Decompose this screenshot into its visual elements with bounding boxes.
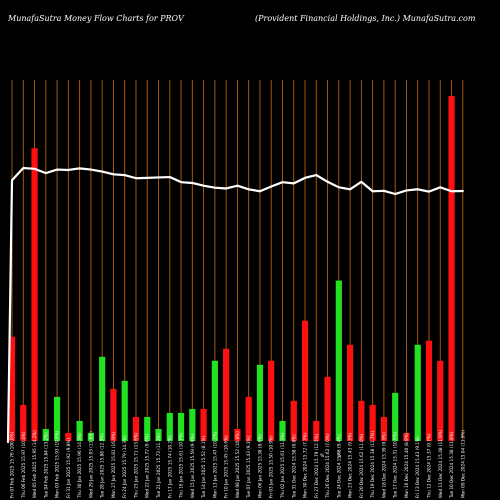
x-tick-label: Mon 06 Jan 2025 15.38 (8.6%)	[257, 434, 262, 498]
money-flow-bar	[369, 404, 376, 441]
x-tick-label: Mon 03 Feb 2025 15.93 (19.6%)	[55, 430, 60, 498]
annotation-percent-1: %	[320, 453, 325, 459]
money-flow-bar	[42, 428, 49, 441]
x-tick-label: Tue 14 Jan 2025 15.52 (8.1%)	[201, 435, 206, 499]
money-flow-bar	[223, 348, 230, 441]
money-flow-bar	[414, 344, 421, 441]
money-flow-bar	[177, 412, 185, 441]
x-tick-label: Fri 24 Jan 2025 15.79 (14.3%)	[122, 435, 127, 498]
money-flow-bar	[31, 148, 38, 441]
money-flow-bar	[144, 416, 151, 441]
x-tick-label: Wed 11 Dec 2024 15.48 (11.9%)	[438, 429, 443, 498]
money-flow-bar	[279, 420, 286, 441]
x-axis-labels: Fri 07 Feb 2025 15.76 (100.0%) Thu 06 Feb…	[10, 429, 466, 499]
x-tick-label: Fri 07 Feb 2025 15.76 (100.0%)	[10, 431, 15, 498]
x-tick-label: Tue 07 Jan 2025 15.43 (9.3%)	[246, 435, 251, 499]
x-tick-label: Tue 04 Feb 2025 15.84 (13.2%)	[43, 432, 48, 499]
x-tick-label: Fri 10 Jan 2025 15.45 (10.6%)	[224, 435, 229, 498]
money-flow-bar	[155, 428, 162, 441]
x-tick-label: Fri 13 Dec 2024 15.43 (9.1%)	[415, 436, 420, 498]
money-flow-bar	[234, 428, 241, 441]
x-tick-label: Tue 10 Dec 2024 15.38 (11.8%)	[449, 431, 454, 499]
chart-title: MunafaSutra Money Flow Charts for PROV	[7, 14, 185, 23]
x-tick-label: Wed 05 Feb 2025 15.95 (14.2%)	[32, 430, 37, 498]
x-tick-label: Thu 26 Dec 2024 15.62 (7.0%)	[325, 433, 330, 499]
money-flow-bar	[211, 360, 218, 441]
money-flow-bar	[166, 412, 173, 441]
x-tick-label: Tue 28 Jan 2025 15.88 (12.3%)	[100, 433, 105, 499]
x-tick-label: Tue 17 Dec 2024 15.31 (10.6%)	[393, 431, 398, 499]
money-flow-bar	[347, 344, 354, 441]
money-flow-bar	[425, 340, 433, 441]
x-tick-label: Thu 30 Jan 2025 15.96 (14.3%)	[77, 432, 82, 499]
money-flow-bar	[189, 408, 196, 441]
x-tick-label: Mon 13 Jan 2025 15.47 (10.2%)	[212, 431, 217, 498]
x-tick-label: Fri 03 Jan 2025 15.50 (10.9%)	[269, 435, 274, 498]
money-flow-bar	[76, 420, 83, 441]
money-flow-bar	[99, 356, 106, 441]
x-tick-label: Tue 24 Dec 2024 15.48 (9.4%)	[336, 434, 341, 499]
x-tick-label: Wed 08 Jan 2025 15.52 (10.8%)	[235, 431, 240, 498]
money-flow-bars	[8, 96, 455, 442]
money-flow-bar	[313, 420, 320, 441]
money-flow-bar	[20, 404, 27, 441]
x-tick-label: Mon 23 Dec 2024 15.43 (9.3%)	[348, 432, 353, 498]
money-flow-bar	[200, 408, 207, 441]
gridlines	[11, 80, 464, 441]
money-flow-bar	[380, 416, 388, 441]
x-tick-label: Fri 20 Dec 2024 15.62 (11.0%)	[359, 433, 364, 498]
x-tick-label: Fri 27 Dec 2024 15.79 (12.5%)	[314, 433, 319, 498]
money-flow-bar	[403, 432, 410, 441]
money-flow-bar	[110, 388, 117, 441]
x-tick-label: Thu 23 Jan 2025 15.71 (13.6%)	[133, 432, 138, 499]
money-flow-bar	[437, 360, 444, 441]
x-tick-label: Thu 19 Dec 2024 15.38 (11.7%)	[370, 430, 375, 499]
money-flow-bar	[256, 364, 264, 441]
x-tick-label: Thu 02 Jan 2025 15.61 (11.3%)	[280, 432, 285, 499]
chart-source: (Provident Financial Holdings, Inc.) Mun…	[255, 14, 476, 23]
money-flow-bar	[87, 432, 94, 441]
money-flow-bar	[132, 416, 140, 441]
money-flow-bar	[121, 380, 128, 441]
x-tick-label: Thu 16 Jan 2025 15.61 (10.7%)	[179, 432, 184, 499]
money-flow-bar	[335, 280, 342, 441]
annotation-percent-2: %	[337, 453, 342, 459]
price-line	[6, 166, 464, 444]
x-tick-label: Wed 29 Jan 2025 15.93 (13.6%)	[88, 431, 93, 498]
x-tick-label: Thu 06 Feb 2025 15.97 (10.4%)	[21, 431, 26, 499]
x-tick-label: Tue 21 Jan 2025 15.73 (11.3%)	[156, 433, 161, 499]
money-flow-bar	[301, 320, 309, 441]
x-tick-label: Wed 18 Dec 2024 15.39 (9.3%)	[381, 432, 386, 498]
money-flow-bar	[358, 400, 365, 441]
money-flow-bar	[245, 396, 252, 441]
x-tick-label: Mon 30 Dec 2024 15.72 (7.3%)	[303, 432, 308, 498]
x-tick-label: Mon 09 Dec 2024 15.04 (11.9%)	[460, 430, 465, 498]
money-flow-bar	[392, 392, 399, 441]
x-tick-label: Thu 12 Dec 2024 15.37 (9.7%)	[426, 433, 431, 499]
x-tick-label: Tue 31 Dec 2024 15.58 (9.8%)	[291, 434, 296, 499]
x-tick-label: Fri 31 Jan 2025 15.92 (9.8%)	[66, 438, 71, 498]
money-flow-bar	[290, 400, 297, 441]
money-flow-bar	[65, 432, 72, 441]
x-tick-label: Wed 22 Jan 2025 15.72 (9.6%)	[145, 434, 150, 498]
x-tick-label: Mon 27 Jan 2025 15.81 (16.9%)	[111, 431, 116, 498]
money-flow-bar	[53, 396, 61, 441]
money-flow-bar	[8, 336, 16, 441]
x-tick-label: Wed 15 Jan 2025 15.59 (9.9%)	[190, 434, 195, 498]
x-tick-label: Mon 16 Dec 2024 15.40 (8.9%)	[404, 432, 409, 498]
money-flow-bar	[324, 376, 331, 441]
money-flow-bar	[268, 360, 275, 441]
money-flow-bar	[448, 96, 455, 442]
x-tick-label: Fri 17 Jan 2025 15.74 (10.2%)	[167, 435, 172, 498]
